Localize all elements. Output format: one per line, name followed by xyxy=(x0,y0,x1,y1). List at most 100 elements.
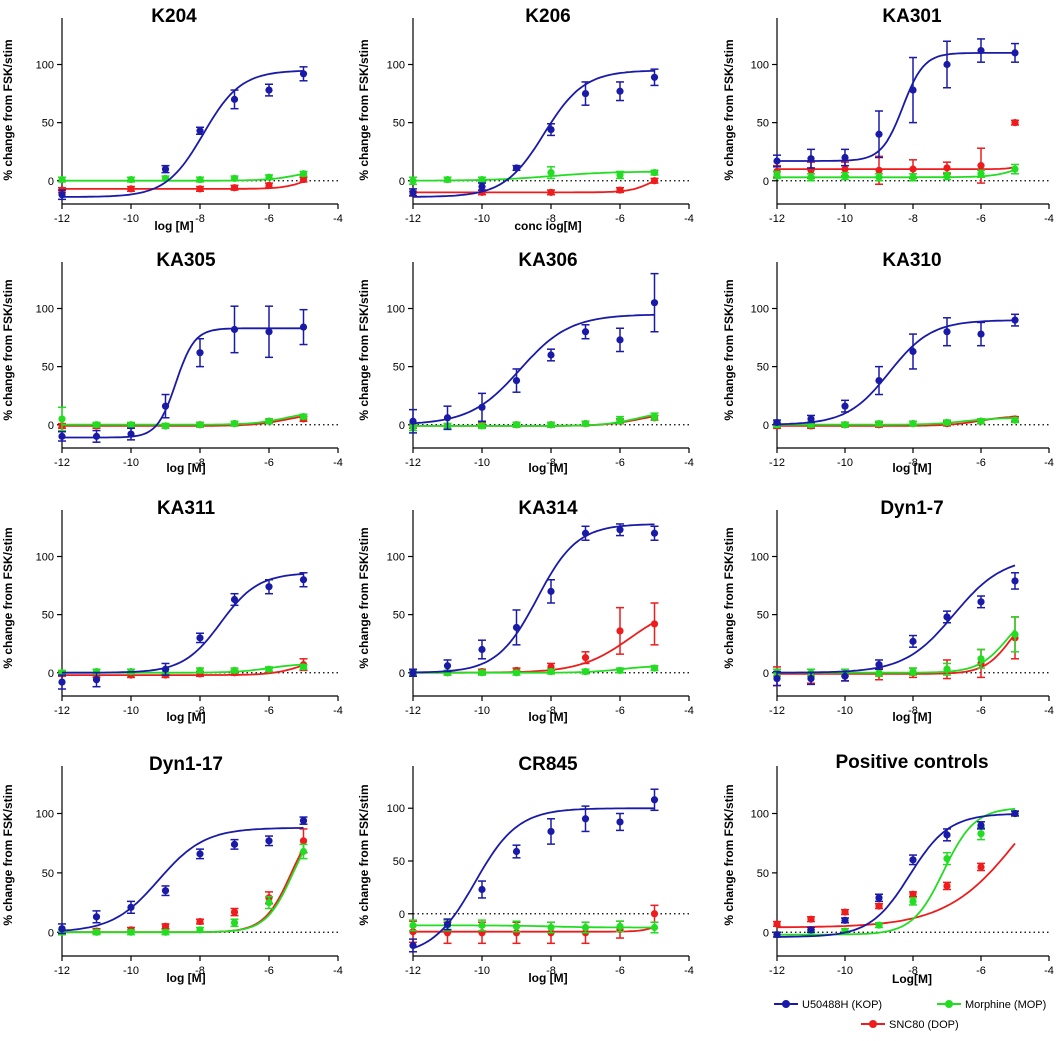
data-point-kop xyxy=(92,913,101,921)
data-point-kop xyxy=(841,916,849,924)
data-point-mop xyxy=(616,666,624,675)
data-point-kop xyxy=(92,432,101,440)
data-point-mop xyxy=(650,413,659,421)
data-point-dop xyxy=(581,654,590,662)
data-point-kop xyxy=(58,925,66,933)
data-point-mop xyxy=(478,669,486,677)
data-point-kop xyxy=(299,323,308,331)
data-point-kop xyxy=(443,662,452,670)
data-point-mop xyxy=(875,669,883,677)
data-point-kop xyxy=(478,182,486,191)
data-point-kop xyxy=(161,165,170,173)
legend-label-kop: U50488H (KOP) xyxy=(802,999,882,1011)
x-tick-label: -6 xyxy=(615,213,625,225)
data-point-mop xyxy=(512,922,521,931)
fit-curve-kop xyxy=(413,69,655,198)
y-tick-label: 50 xyxy=(757,610,769,622)
x-tick-label: -10 xyxy=(474,965,490,977)
fit-curve-kop xyxy=(412,523,655,674)
data-point-mop xyxy=(299,413,308,421)
x-tick-label: -10 xyxy=(474,705,490,717)
fit-curve-mop xyxy=(412,170,655,182)
data-point-kop xyxy=(943,613,951,621)
fit-curve-dop xyxy=(62,415,304,427)
x-axis-label: log [M] xyxy=(892,461,931,475)
legend-item-snc80: SNC80 (DOP) xyxy=(861,1019,959,1031)
x-tick-label: -8 xyxy=(908,705,918,717)
data-point-dop xyxy=(230,184,239,192)
data-point-kop xyxy=(943,831,951,839)
data-point-kop xyxy=(1011,316,1019,324)
data-point-kop xyxy=(1011,809,1019,818)
data-point-dop xyxy=(875,902,883,910)
data-point-kop xyxy=(650,299,659,307)
panel-dyn1-17: Dyn1-17 log [M] % change from FSK/stim 0… xyxy=(1,754,343,985)
data-point-mop xyxy=(547,421,555,429)
data-point-mop xyxy=(650,664,659,672)
panel-title: CR845 xyxy=(518,754,578,775)
data-point-dop xyxy=(841,908,849,916)
data-point-kop xyxy=(409,188,417,196)
data-point-mop xyxy=(1011,165,1019,173)
data-point-mop xyxy=(875,921,883,929)
panel-dyn1-7: Dyn1-7 log [M] % change from FSK/stim 0 5… xyxy=(722,498,1054,724)
x-tick-label: -8 xyxy=(546,213,556,225)
data-point-mop xyxy=(478,175,486,184)
data-point-kop xyxy=(581,529,590,537)
plot-area: 0 50 100 -12 -10 -8 -6 -4 xyxy=(387,766,694,977)
data-point-mop xyxy=(478,422,486,430)
panel-ka310: KA310 log [M] % change from FSK/stim 0 50… xyxy=(722,250,1054,475)
x-tick-label: -4 xyxy=(684,457,694,469)
y-tick-label: 0 xyxy=(48,668,54,680)
x-tick-label: -12 xyxy=(769,213,785,225)
y-tick-label: 0 xyxy=(763,420,769,432)
data-point-mop xyxy=(196,926,204,934)
data-point-kop xyxy=(650,529,659,537)
data-point-mop xyxy=(616,171,624,179)
x-axis-label: log [M] xyxy=(892,710,931,724)
data-point-mop xyxy=(127,175,135,184)
data-point-mop xyxy=(265,898,273,907)
data-point-kop xyxy=(478,403,486,411)
x-tick-label: -12 xyxy=(405,457,421,469)
panel-title: K206 xyxy=(525,6,570,27)
legend-marker-mop xyxy=(945,1000,953,1008)
y-tick-label: 100 xyxy=(36,809,54,821)
data-point-kop xyxy=(909,856,917,864)
x-axis-label: log [M] xyxy=(166,461,205,475)
x-tick-label: -6 xyxy=(976,705,986,717)
data-point-kop xyxy=(909,637,917,645)
data-point-dop xyxy=(265,181,273,189)
data-point-mop xyxy=(161,928,170,936)
panel-title: Dyn1-17 xyxy=(149,754,223,775)
data-point-mop xyxy=(581,667,590,676)
data-point-dop xyxy=(299,837,308,845)
y-tick-label: 0 xyxy=(763,927,769,939)
fit-curve-mop xyxy=(62,172,304,182)
y-tick-label: 50 xyxy=(393,856,405,868)
data-point-kop xyxy=(616,336,624,344)
x-axis-label: log [M] xyxy=(528,710,567,724)
data-point-dop xyxy=(841,165,849,173)
panel-title: KA301 xyxy=(882,6,942,27)
x-tick-label: -4 xyxy=(333,705,343,717)
plot-area: 0 50 100 -12 -10 -8 -6 -4 xyxy=(36,18,343,225)
data-point-mop xyxy=(909,897,917,905)
plot-area: 0 50 100 -12 -10 -8 -6 -4 xyxy=(751,766,1054,977)
data-point-dop xyxy=(650,177,659,185)
data-point-kop xyxy=(443,414,452,422)
data-point-mop xyxy=(265,173,273,181)
plot-area: 0 50 100 -12 -10 -8 -6 -4 xyxy=(751,262,1054,469)
data-point-mop xyxy=(92,928,101,936)
data-point-dop xyxy=(773,920,781,928)
data-point-dop xyxy=(943,164,951,172)
fit-curve-dop xyxy=(62,180,304,190)
fit-curve-mop xyxy=(777,417,1015,426)
x-tick-label: -12 xyxy=(769,457,785,469)
panel-title: Dyn1-7 xyxy=(880,498,943,519)
data-point-kop xyxy=(616,526,624,534)
data-point-kop xyxy=(841,672,849,680)
x-tick-label: -8 xyxy=(195,213,205,225)
data-point-kop xyxy=(977,821,985,829)
data-point-mop xyxy=(616,922,624,931)
